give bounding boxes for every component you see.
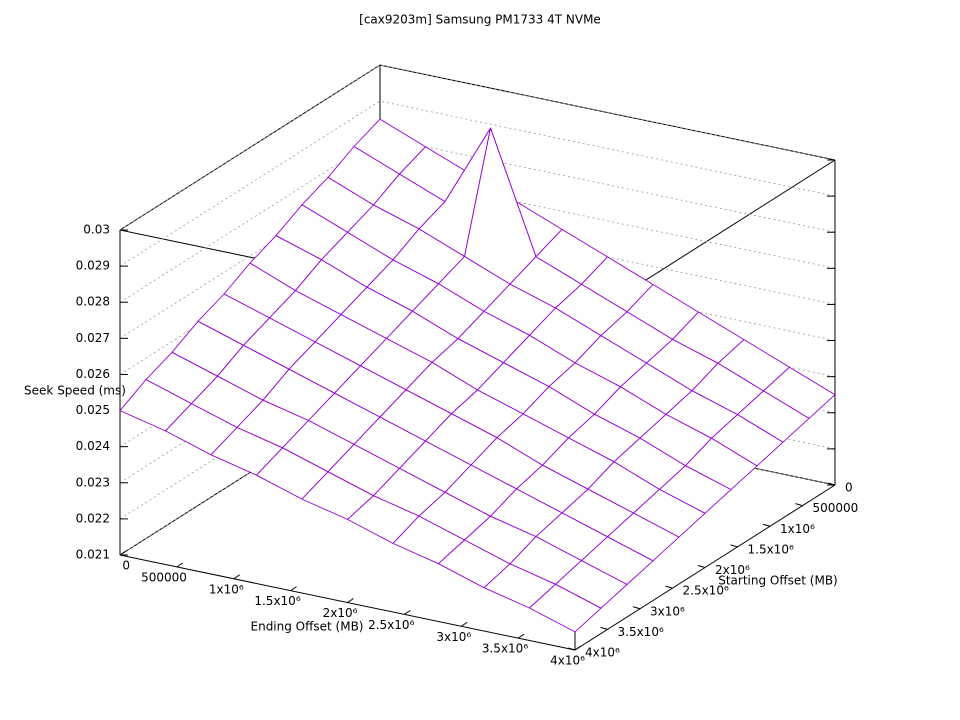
x-tick <box>762 523 771 527</box>
y-tick-label: 2x10⁶ <box>323 606 358 620</box>
y-tick <box>119 550 127 556</box>
x-tick <box>567 647 576 651</box>
chart-title: [cax9203m] Samsung PM1733 4T NVMe <box>359 13 601 27</box>
x-tick <box>600 626 608 630</box>
y-tick <box>574 645 582 651</box>
z-tick-label: 0.027 <box>76 331 110 345</box>
z-axis-label: Seek Speed (ms) <box>24 384 126 398</box>
y-tick <box>347 598 354 603</box>
y-tick-label: 500000 <box>141 570 187 584</box>
surface-cell <box>529 583 602 633</box>
x-tick-label: 1.5x10⁶ <box>748 542 794 556</box>
y-tick <box>233 574 241 580</box>
y-tick <box>176 562 184 568</box>
surface-cell <box>464 127 537 285</box>
y-tick-label: 2.5x10⁶ <box>368 618 414 632</box>
z-tick-label: 0.029 <box>76 259 110 273</box>
x-tick <box>827 482 836 486</box>
z-tick-label: 0.021 <box>76 548 110 562</box>
y-tick-label: 4x10⁶ <box>550 654 585 668</box>
y-tick-label: 1x10⁶ <box>209 582 244 596</box>
x-tick <box>697 565 706 568</box>
x-tick-label: 2x10⁶ <box>715 563 750 577</box>
x-tick-label: 2.5x10⁶ <box>683 584 729 598</box>
y-tick-label: 3.5x10⁶ <box>482 642 528 656</box>
y-tick-label: 1.5x10⁶ <box>254 594 300 608</box>
y-tick <box>290 586 297 592</box>
y-tick <box>517 633 525 639</box>
y-tick <box>404 609 411 615</box>
z-tick-label: 0.024 <box>76 439 110 453</box>
y-tick <box>460 621 468 627</box>
x-tick <box>632 606 641 610</box>
z-tick-label: 0.026 <box>76 367 110 381</box>
x-tick-label: 1x10⁶ <box>780 522 815 536</box>
x-tick-label: 0 <box>845 481 853 495</box>
y-tick-label: 0 <box>122 559 130 573</box>
y-tick-label: 3x10⁶ <box>436 630 471 644</box>
z-tick-label: 0.022 <box>76 511 110 525</box>
x-tick <box>795 503 803 507</box>
z-tick-label: 0.025 <box>76 403 110 417</box>
x-tick <box>730 544 738 548</box>
z-tick-label: 0.03 <box>83 223 110 237</box>
x-axis-label: Starting Offset (MB) <box>718 574 838 588</box>
x-tick-label: 500000 <box>813 501 859 515</box>
x-tick-label: 3.5x10⁶ <box>618 625 664 639</box>
y-axis-label: Ending Offset (MB) <box>251 620 364 634</box>
x-tick-label: 4x10⁶ <box>585 646 620 660</box>
x-tick-label: 3x10⁶ <box>650 604 685 618</box>
z-tick-label: 0.023 <box>76 475 110 489</box>
z-tick-label: 0.028 <box>76 295 110 309</box>
x-tick <box>665 585 673 589</box>
